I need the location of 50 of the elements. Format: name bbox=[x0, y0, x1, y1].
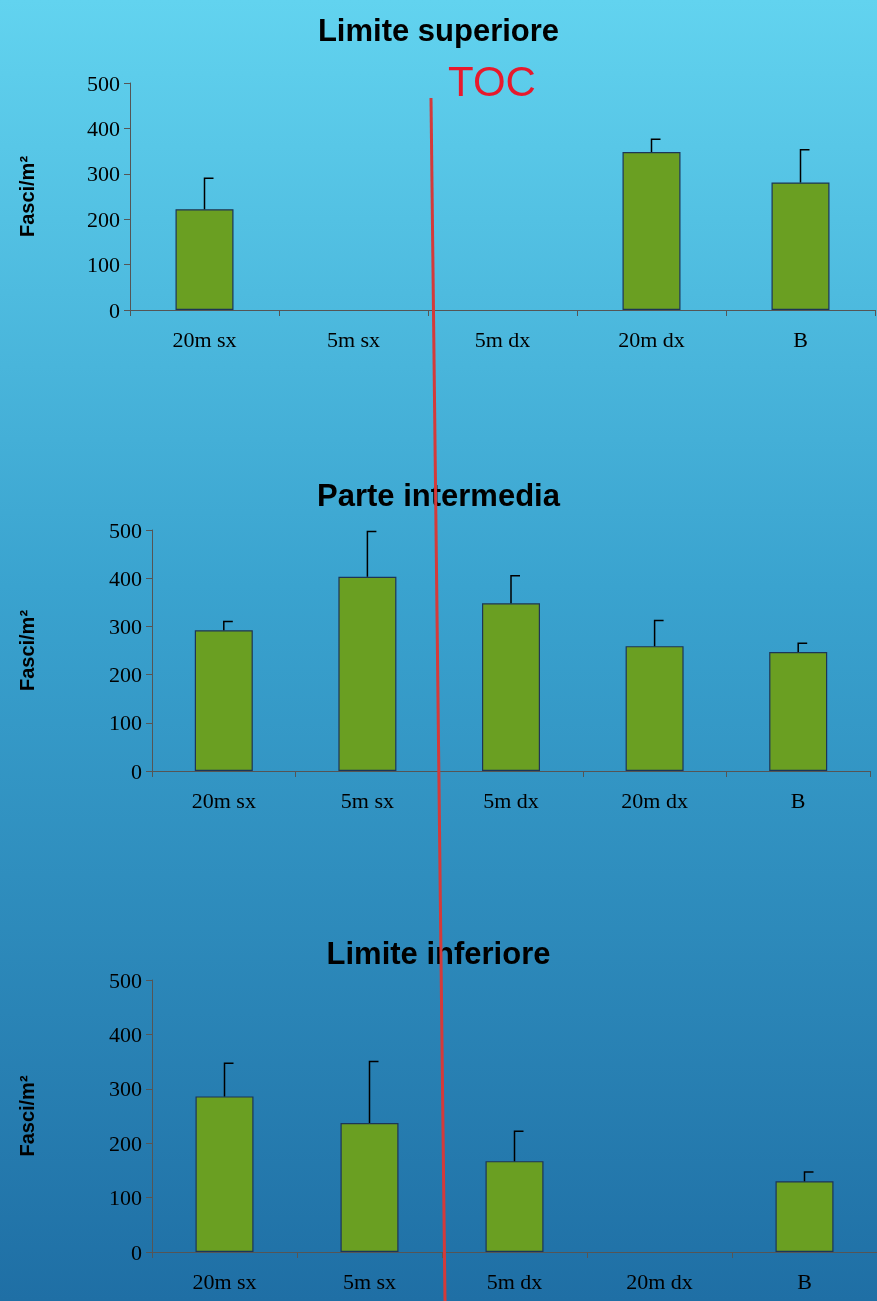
x-tick-label: 5m sx bbox=[326, 326, 381, 352]
y-axis-title: Fasci/m² bbox=[16, 155, 38, 238]
bar bbox=[338, 576, 397, 771]
y-tick-label: 400 bbox=[109, 565, 142, 591]
y-tick-label: 200 bbox=[109, 662, 142, 688]
bar bbox=[771, 182, 830, 310]
bar bbox=[194, 630, 253, 771]
bar bbox=[775, 1181, 834, 1252]
y-tick-label: 400 bbox=[109, 1021, 142, 1047]
y-tick-label: 100 bbox=[87, 252, 120, 278]
y-tick-label: 500 bbox=[87, 70, 120, 96]
y-tick-label: 300 bbox=[109, 1076, 142, 1102]
y-tick-label: 200 bbox=[87, 206, 120, 232]
y-axis-title: Fasci/m² bbox=[16, 1075, 38, 1157]
bar bbox=[195, 1096, 254, 1252]
y-tick-label: 300 bbox=[87, 161, 120, 187]
y-tick-label: 400 bbox=[87, 115, 120, 141]
y-tick-label: 0 bbox=[131, 758, 142, 784]
bar bbox=[482, 603, 540, 771]
x-tick-label: 5m dx bbox=[486, 1268, 543, 1294]
y-axis-title: Fasci/m² bbox=[16, 609, 38, 692]
bar bbox=[485, 1161, 544, 1252]
bar bbox=[622, 152, 681, 310]
chart-title: Limite superiore bbox=[317, 13, 560, 48]
annotation: TOC bbox=[448, 57, 536, 105]
y-tick-label: 200 bbox=[109, 1130, 142, 1156]
x-tick-label: B bbox=[790, 787, 806, 813]
x-tick-label: 20m sx bbox=[191, 787, 256, 813]
x-tick-label: B bbox=[793, 326, 808, 352]
y-tick-label: 100 bbox=[109, 1185, 142, 1211]
bar bbox=[340, 1123, 399, 1252]
y-tick-label: 0 bbox=[109, 297, 120, 323]
x-tick-label: B bbox=[797, 1268, 812, 1294]
x-tick-label: 20m sx bbox=[172, 326, 237, 352]
x-tick-label: 5m sx bbox=[340, 787, 394, 813]
x-tick-label: 5m sx bbox=[342, 1268, 397, 1294]
y-tick-label: 500 bbox=[109, 967, 142, 993]
x-tick-label: 20m dx bbox=[621, 787, 688, 813]
y-tick-label: 500 bbox=[109, 517, 142, 543]
x-tick-label: 20m dx bbox=[626, 1268, 693, 1294]
x-tick-label: 20m dx bbox=[618, 326, 685, 352]
y-tick-label: 300 bbox=[109, 613, 142, 639]
x-tick-label: 5m dx bbox=[474, 326, 531, 352]
y-tick-label: 0 bbox=[131, 1239, 142, 1265]
x-tick-label: 20m sx bbox=[192, 1268, 257, 1294]
bar bbox=[625, 646, 684, 771]
bar bbox=[769, 651, 828, 771]
bar bbox=[175, 209, 234, 310]
y-tick-label: 100 bbox=[109, 710, 142, 736]
x-tick-label: 5m dx bbox=[483, 787, 539, 813]
